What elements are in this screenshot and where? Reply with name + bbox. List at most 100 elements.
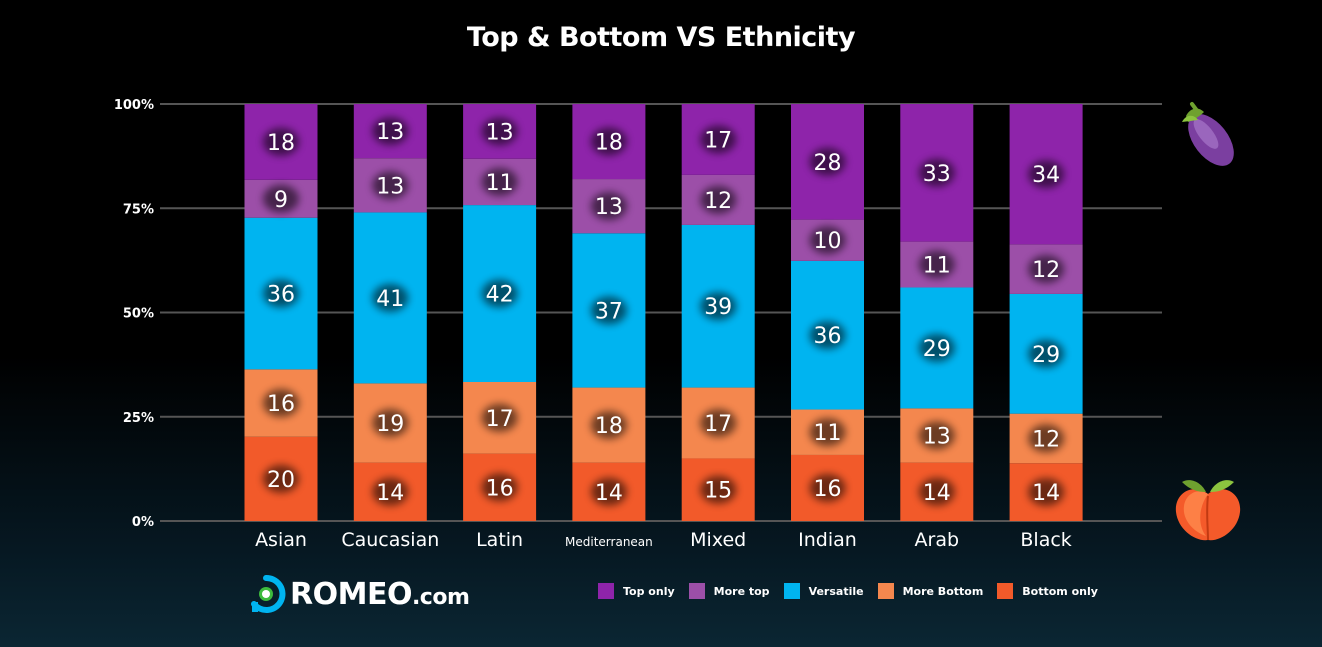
data-label: 11 xyxy=(814,421,842,446)
legend-item-top-only: Top only xyxy=(598,583,675,599)
chart-title: Top & Bottom VS Ethnicity xyxy=(466,22,856,53)
eggplant-icon xyxy=(1176,94,1242,174)
y-tick-label: 100% xyxy=(114,98,154,113)
data-label-glow xyxy=(700,125,737,154)
legend-label-versatile: Versatile xyxy=(808,584,864,598)
data-label-glow xyxy=(590,411,627,440)
data-label: 17 xyxy=(704,128,732,153)
data-label: 14 xyxy=(595,481,623,506)
data-label-glow xyxy=(700,409,737,438)
data-label-glow xyxy=(481,403,518,432)
data-label: 12 xyxy=(1032,427,1060,452)
data-label: 18 xyxy=(267,131,295,156)
data-label: 37 xyxy=(595,299,623,324)
data-label: 18 xyxy=(595,414,623,439)
data-label-glow xyxy=(481,117,518,146)
data-label: 13 xyxy=(486,120,514,145)
data-label-glow xyxy=(372,171,409,200)
romeo-logo: ROMEO.com xyxy=(246,574,470,614)
data-label: 34 xyxy=(1032,163,1060,188)
data-label-glow xyxy=(809,321,846,350)
legend-label-bottom-only: Bottom only xyxy=(1022,584,1098,598)
data-label-glow xyxy=(263,389,299,418)
data-label: 17 xyxy=(486,407,514,432)
data-label-glow xyxy=(263,127,299,156)
data-label: 36 xyxy=(267,283,295,308)
data-label: 13 xyxy=(595,195,623,220)
legend-item-more-top: More top xyxy=(688,583,770,599)
data-label: 9 xyxy=(274,188,288,213)
x-tick-label: Arab xyxy=(915,529,960,551)
data-label: 33 xyxy=(923,162,951,187)
data-label: 15 xyxy=(704,479,732,504)
data-label-glow xyxy=(1028,478,1065,507)
data-label-glow xyxy=(1028,339,1065,368)
data-label-glow xyxy=(918,477,955,506)
legend: Top only More top Versatile More Bottom … xyxy=(598,583,1112,599)
logo-text: ROMEO.com xyxy=(290,576,470,612)
data-label-glow xyxy=(481,279,518,308)
legend-swatch-top-only xyxy=(598,583,614,599)
x-tick-label: Asian xyxy=(255,529,307,551)
data-label: 17 xyxy=(704,412,732,437)
data-label: 29 xyxy=(1032,343,1060,368)
x-tick-label: Caucasian xyxy=(341,529,439,551)
x-tick-label: Mediterranean xyxy=(565,535,653,549)
legend-item-more-bottom: More Bottom xyxy=(877,583,984,599)
data-label-glow xyxy=(1028,255,1065,284)
y-tick-label: 0% xyxy=(132,515,154,530)
y-tick-label: 50% xyxy=(123,307,154,322)
data-label-glow xyxy=(590,296,627,325)
data-label-glow xyxy=(372,409,409,438)
peach-icon xyxy=(1172,472,1244,544)
logo-name: ROMEO xyxy=(290,576,412,612)
data-label: 11 xyxy=(923,254,951,279)
data-label: 20 xyxy=(267,468,295,493)
x-tick-label: Mixed xyxy=(690,529,746,551)
data-label-glow xyxy=(263,279,299,308)
data-label: 41 xyxy=(376,287,404,312)
data-label: 42 xyxy=(486,283,514,308)
data-label-glow xyxy=(372,283,409,312)
data-label-glow xyxy=(590,192,627,221)
data-label: 12 xyxy=(704,189,732,214)
data-label-glow xyxy=(590,127,627,156)
data-label: 16 xyxy=(814,477,842,502)
x-tick-label: Latin xyxy=(476,529,523,551)
y-tick-label: 25% xyxy=(123,411,154,426)
data-label: 14 xyxy=(923,481,951,506)
data-label: 13 xyxy=(376,120,404,145)
data-label-glow xyxy=(809,226,846,255)
data-label-glow xyxy=(918,421,955,450)
data-label: 18 xyxy=(595,131,623,156)
data-label-glow xyxy=(918,333,955,362)
data-label-glow xyxy=(918,158,955,187)
data-label-glow xyxy=(481,473,518,502)
data-label: 13 xyxy=(923,425,951,450)
legend-label-more-bottom: More Bottom xyxy=(902,584,984,598)
data-label: 28 xyxy=(814,151,842,176)
data-label-glow xyxy=(1028,160,1065,189)
data-label-glow xyxy=(590,477,627,506)
data-label: 12 xyxy=(1032,258,1060,283)
legend-item-bottom-only: Bottom only xyxy=(997,583,1098,599)
data-label: 16 xyxy=(486,476,514,501)
data-label-glow xyxy=(263,184,299,213)
data-label: 11 xyxy=(486,171,514,196)
data-label-glow xyxy=(372,117,409,146)
romeo-logo-icon xyxy=(246,574,286,614)
data-label: 19 xyxy=(376,412,404,437)
data-label-glow xyxy=(481,167,518,196)
data-label-glow xyxy=(809,418,846,447)
legend-label-more-top: More top xyxy=(713,584,770,598)
logo-domain: .com xyxy=(411,584,470,610)
data-label-glow xyxy=(700,292,737,321)
data-label-glow xyxy=(263,464,299,493)
x-tick-label: Black xyxy=(1020,529,1071,551)
data-label: 36 xyxy=(814,324,842,349)
data-label-glow xyxy=(372,477,409,506)
legend-swatch-more-top xyxy=(688,583,705,599)
x-tick-label: Indian xyxy=(798,529,857,551)
